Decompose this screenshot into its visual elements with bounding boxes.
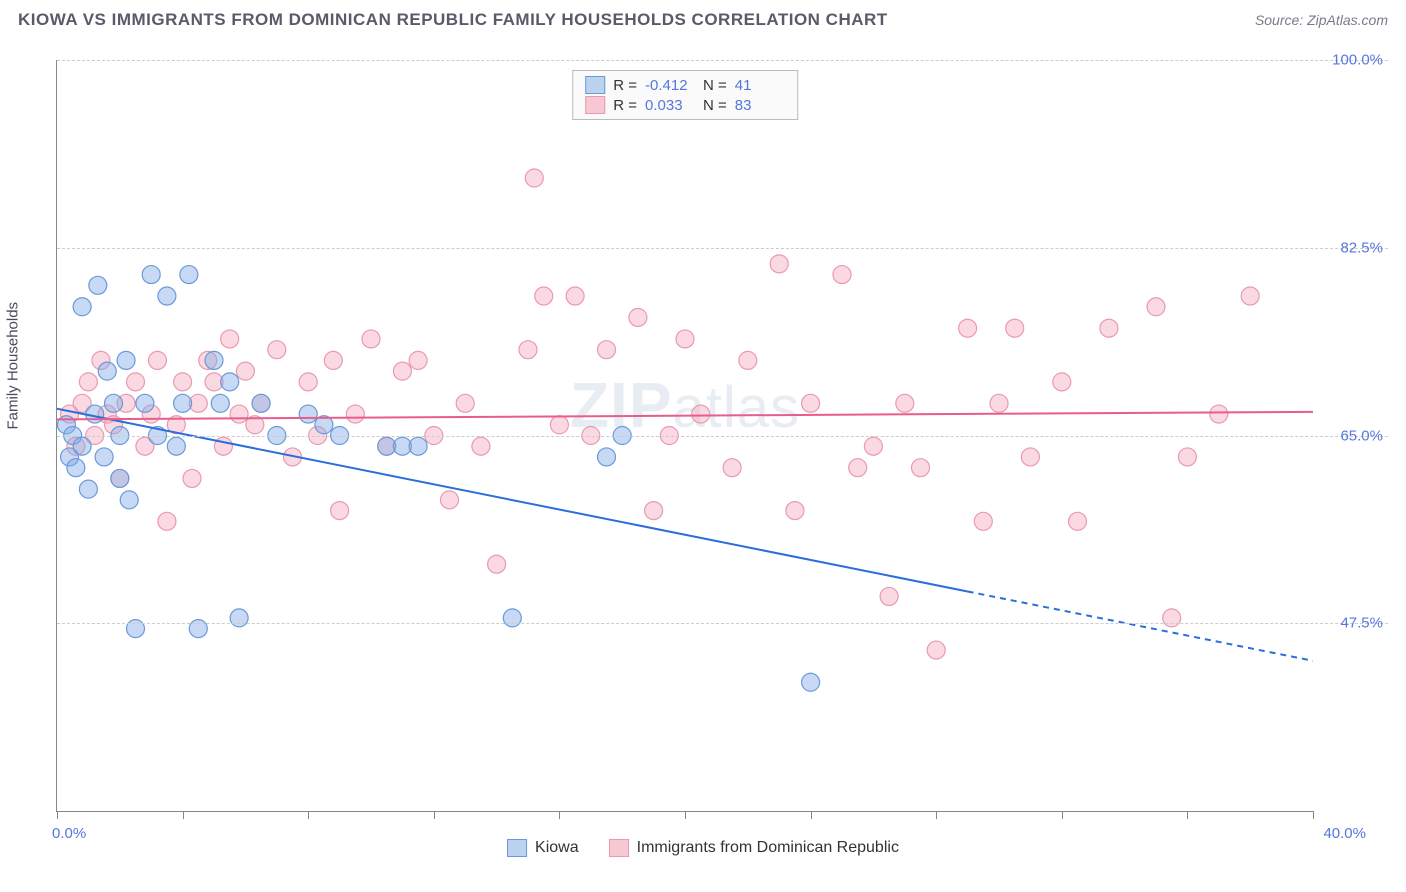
series-legend: Kiowa Immigrants from Dominican Republic (507, 839, 899, 857)
r-label: R = (613, 97, 637, 114)
legend-item-1: Kiowa (507, 839, 579, 857)
chart-container: Family Households ZIPatlas R = -0.412 N … (18, 50, 1388, 872)
n-label: N = (703, 97, 727, 114)
r-value-2: 0.033 (645, 97, 695, 114)
stats-legend: R = -0.412 N = 41 R = 0.033 N = 83 (572, 70, 798, 120)
n-value-2: 83 (735, 97, 785, 114)
r-label: R = (613, 77, 637, 94)
x-axis-max-label: 40.0% (1323, 825, 1366, 842)
r-value-1: -0.412 (645, 77, 695, 94)
n-value-1: 41 (735, 77, 785, 94)
chart-source: Source: ZipAtlas.com (1255, 12, 1388, 28)
legend-label-2: Immigrants from Dominican Republic (637, 839, 899, 857)
legend-label-1: Kiowa (535, 839, 579, 857)
stats-row-1: R = -0.412 N = 41 (585, 75, 785, 95)
chart-title: KIOWA VS IMMIGRANTS FROM DOMINICAN REPUB… (18, 10, 888, 30)
legend-swatch-1 (507, 839, 527, 857)
x-axis-min-label: 0.0% (52, 825, 86, 842)
legend-swatch-2 (609, 839, 629, 857)
swatch-series-2 (585, 96, 605, 114)
swatch-series-1 (585, 76, 605, 94)
stats-row-2: R = 0.033 N = 83 (585, 95, 785, 115)
plot-area: ZIPatlas R = -0.412 N = 41 R = 0.033 N =… (56, 60, 1313, 812)
y-axis-label: Family Households (5, 302, 22, 430)
n-label: N = (703, 77, 727, 94)
legend-item-2: Immigrants from Dominican Republic (609, 839, 899, 857)
chart-header: KIOWA VS IMMIGRANTS FROM DOMINICAN REPUB… (0, 0, 1406, 38)
